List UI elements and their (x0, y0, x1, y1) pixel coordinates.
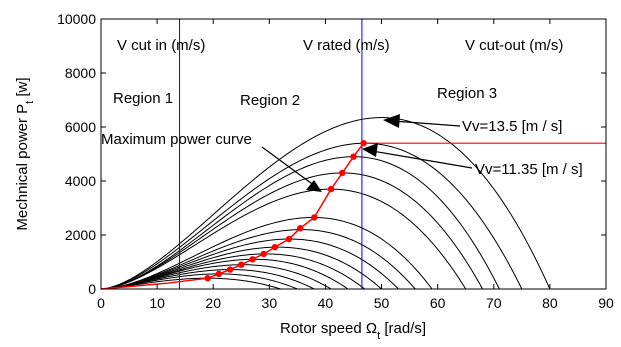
power-curve-9 (100, 229, 416, 290)
annotation-region-3: Region 3 (437, 85, 497, 102)
x-tick-label: 0 (97, 295, 105, 311)
x-tick-label: 20 (205, 295, 221, 311)
arrow-max-power-curve (261, 146, 322, 192)
mpp-point (285, 235, 293, 243)
power-curve-12 (100, 172, 483, 290)
x-tick-label: 80 (542, 295, 558, 311)
y-tick-label: 0 (88, 281, 96, 297)
annotation-v-rated: V rated (m/s) (303, 37, 390, 54)
y-tick-label: 6000 (65, 119, 96, 135)
annotation-v-cut-out: V cut-out (m/s) (465, 37, 563, 54)
mpp-point (360, 140, 367, 147)
power-curve-11 (100, 188, 467, 290)
x-tick-label: 30 (262, 295, 278, 311)
y-axis-ticks: 0 2000 4000 6000 8000 10000 (57, 11, 606, 297)
annotation-region-1: Region 1 (113, 90, 173, 107)
arrow-vv-13-5 (383, 114, 461, 128)
mpp-point (271, 243, 279, 251)
y-tick-label: 10000 (57, 11, 96, 27)
x-axis-label: Rotor speed Ωt [rad/s] (280, 320, 426, 342)
mpp-point (296, 225, 304, 232)
rotor-speed-curve-family (100, 117, 551, 290)
mpp-point (327, 185, 335, 193)
power-curve-10 (100, 216, 433, 290)
annotation-v-cut-in: V cut in (m/s) (117, 37, 205, 54)
plot-frame (100, 18, 607, 290)
mpp-point (226, 266, 234, 273)
mpp-point (238, 261, 245, 268)
power-curve-8 (100, 238, 399, 290)
mpp-point (350, 153, 357, 160)
power-curve-14 (100, 142, 523, 290)
x-tick-label: 40 (318, 295, 334, 311)
maximum-power-curve (100, 140, 606, 290)
x-axis-ticks: 0 10 20 30 40 50 60 70 80 90 (97, 19, 614, 311)
x-tick-label: 60 (430, 295, 446, 311)
power-curve-15 (100, 117, 551, 290)
mpp-point (204, 275, 211, 282)
y-tick-label: 8000 (65, 65, 96, 81)
annotation-vv-13-5: Vv=13.5 [m / s] (462, 118, 562, 135)
mpp-point (339, 169, 346, 177)
arrow-vv-11-35 (362, 143, 473, 169)
x-tick-label: 10 (149, 295, 165, 311)
annotation-region-2: Region 2 (240, 92, 300, 109)
annotation-vv-11-35: Vv=11.35 [m / s] (475, 161, 583, 178)
power-curve-1 (100, 277, 281, 290)
mpp-point (260, 250, 267, 258)
annotation-max-power-curve: Maximum power curve (101, 131, 252, 148)
y-tick-label: 4000 (65, 173, 96, 189)
x-tick-label: 70 (486, 295, 502, 311)
x-tick-label: 50 (374, 295, 390, 311)
mpp-point (249, 256, 256, 263)
mpp-point (311, 214, 318, 221)
y-axis-label: Mechnical power Pt [w] (14, 77, 36, 230)
y-tick-label: 2000 (65, 227, 96, 243)
x-tick-label: 90 (598, 295, 614, 311)
power-curve-13 (100, 156, 500, 290)
mpp-curve-line (100, 142, 365, 290)
mpp-point (215, 270, 223, 278)
